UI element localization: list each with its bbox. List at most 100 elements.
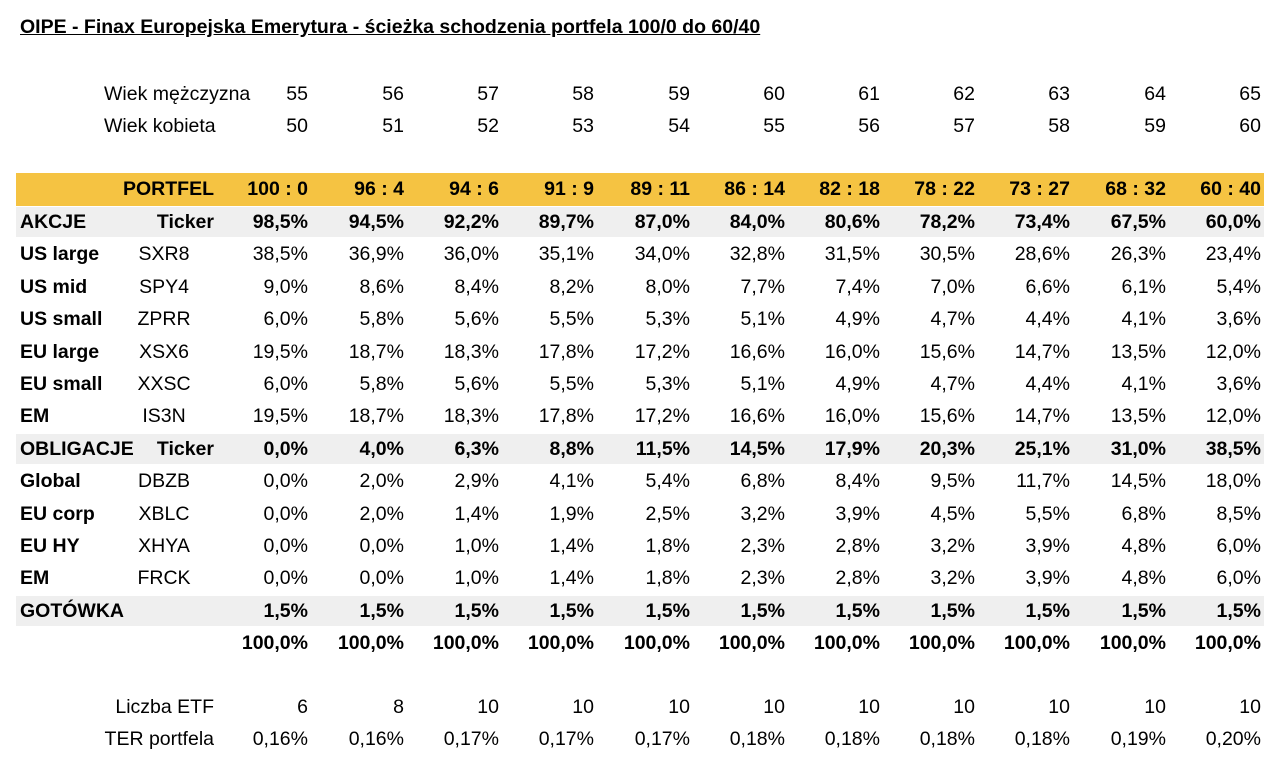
value-cell: 25,1% xyxy=(1014,438,1070,460)
value-cell: 2,0% xyxy=(359,470,404,492)
footer-row: TER portfela 0,16% 0,16% 0,17% 0,17% 0,17% 0,1… xyxy=(0,724,1280,754)
value-cell: 60 xyxy=(763,83,785,105)
value-cell: 19,5% xyxy=(252,341,308,363)
row-label: Liczba ETF xyxy=(115,696,214,718)
value-cell: 10 xyxy=(1239,696,1261,718)
value-cell: 8,2% xyxy=(549,276,594,298)
value-cell: 1,5% xyxy=(645,600,690,622)
portfolio-ratio: 100 : 0 xyxy=(247,178,308,200)
value-cell: 1,5% xyxy=(740,600,785,622)
value-cell: 62 xyxy=(953,83,975,105)
value-cell: 4,4% xyxy=(1025,373,1070,395)
total-cell: 100,0% xyxy=(432,632,499,654)
value-cell: 73,4% xyxy=(1014,211,1070,233)
value-cell: 1,5% xyxy=(1121,600,1166,622)
value-cell: 10 xyxy=(668,696,690,718)
row-label: OBLIGACJE xyxy=(20,438,134,460)
total-cell: 100,0% xyxy=(1194,632,1261,654)
value-cell: 0,17% xyxy=(443,728,499,750)
portfolio-ratio: 78 : 22 xyxy=(914,178,975,200)
value-cell: 32,8% xyxy=(729,243,785,265)
value-cell: 35,1% xyxy=(538,243,594,265)
portfolio-ratio: 86 : 14 xyxy=(724,178,785,200)
value-cell: 54 xyxy=(668,115,690,137)
value-cell: 7,4% xyxy=(835,276,880,298)
value-cell: 0,19% xyxy=(1110,728,1166,750)
group-row: AKCJE Ticker 98,5% 94,5% 92,2% 89,7% 87,0% 84,0… xyxy=(16,207,1264,237)
ticker-cell: XBLC xyxy=(138,503,190,525)
value-cell: 5,4% xyxy=(1216,276,1261,298)
portfolio-ratio: 82 : 18 xyxy=(819,178,880,200)
portfolio-label: PORTFEL xyxy=(123,178,214,200)
value-cell: 19,5% xyxy=(252,405,308,427)
total-cell: 100,0% xyxy=(623,632,690,654)
value-cell: 2,9% xyxy=(454,470,499,492)
value-cell: 10 xyxy=(572,696,594,718)
row-label: EU large xyxy=(20,341,100,363)
value-cell: 5,1% xyxy=(740,373,785,395)
value-cell: 0,0% xyxy=(263,438,308,460)
value-cell: 59 xyxy=(668,83,690,105)
value-cell: 6,0% xyxy=(263,373,308,395)
value-cell: 1,4% xyxy=(454,503,499,525)
value-cell: 20,3% xyxy=(919,438,975,460)
value-cell: 0,16% xyxy=(252,728,308,750)
value-cell: 0,0% xyxy=(263,503,308,525)
value-cell: 56 xyxy=(382,83,404,105)
value-cell: 17,2% xyxy=(634,405,690,427)
value-cell: 9,5% xyxy=(930,470,975,492)
ticker-cell: Ticker xyxy=(156,211,214,233)
value-cell: 55 xyxy=(286,83,308,105)
value-cell: 8,8% xyxy=(549,438,594,460)
row-label: Global xyxy=(20,470,81,492)
value-cell: 6,1% xyxy=(1121,276,1166,298)
value-cell: 1,9% xyxy=(549,503,594,525)
asset-row: EU corp XBLC 0,0% 2,0% 1,4% 1,9% 2,5% 3,2% 3,9% 4… xyxy=(0,499,1280,529)
row-label: US small xyxy=(20,308,103,330)
value-cell: 5,8% xyxy=(359,308,404,330)
value-cell: 10 xyxy=(953,696,975,718)
value-cell: 4,4% xyxy=(1025,308,1070,330)
portfolio-header-row: PORTFEL 100 : 0 96 : 4 94 : 6 91 : 9 89 : 11 8… xyxy=(16,173,1264,206)
value-cell: 26,3% xyxy=(1110,243,1166,265)
value-cell: 8,4% xyxy=(454,276,499,298)
total-cell: 100,0% xyxy=(718,632,785,654)
value-cell: 14,5% xyxy=(1110,470,1166,492)
value-cell: 4,8% xyxy=(1121,535,1166,557)
value-cell: 1,8% xyxy=(645,535,690,557)
value-cell: 0,18% xyxy=(729,728,785,750)
total-cell: 100,0% xyxy=(241,632,308,654)
value-cell: 2,8% xyxy=(835,535,880,557)
value-cell: 18,7% xyxy=(348,405,404,427)
total-cell: 100,0% xyxy=(813,632,880,654)
value-cell: 98,5% xyxy=(252,211,308,233)
value-cell: 78,2% xyxy=(919,211,975,233)
ticker-cell: XHYA xyxy=(138,535,190,557)
value-cell: 60,0% xyxy=(1205,211,1261,233)
value-cell: 4,5% xyxy=(930,503,975,525)
portfolio-ratio: 94 : 6 xyxy=(449,178,499,200)
row-label: EU HY xyxy=(20,535,80,557)
asset-row: EM FRCK 0,0% 0,0% 1,0% 1,4% 1,8% 2,3% 2,8% 3,2% 3,… xyxy=(0,563,1280,593)
value-cell: 0,17% xyxy=(634,728,690,750)
ticker-cell: FRCK xyxy=(137,567,191,589)
ticker-cell: XSX6 xyxy=(139,341,189,363)
value-cell: 1,0% xyxy=(454,567,499,589)
value-cell: 10 xyxy=(858,696,880,718)
value-cell: 5,6% xyxy=(454,373,499,395)
value-cell: 4,7% xyxy=(930,373,975,395)
value-cell: 11,7% xyxy=(1016,470,1070,492)
value-cell: 5,4% xyxy=(645,470,690,492)
total-cell: 100,0% xyxy=(1003,632,1070,654)
value-cell: 14,7% xyxy=(1014,341,1070,363)
page-title: OIPE - Finax Europejska Emerytura - ście… xyxy=(20,16,761,38)
value-cell: 15,6% xyxy=(919,341,975,363)
total-row: 100,0% 100,0% 100,0% 100,0% 100,0% 100,0% 100,… xyxy=(0,628,1280,658)
value-cell: 0,0% xyxy=(263,567,308,589)
value-cell: 52 xyxy=(477,115,499,137)
row-label: Wiek mężczyzna xyxy=(104,83,251,105)
value-cell: 1,4% xyxy=(549,567,594,589)
value-cell: 0,0% xyxy=(263,470,308,492)
value-cell: 3,2% xyxy=(930,567,975,589)
row-label: EU small xyxy=(20,373,103,395)
